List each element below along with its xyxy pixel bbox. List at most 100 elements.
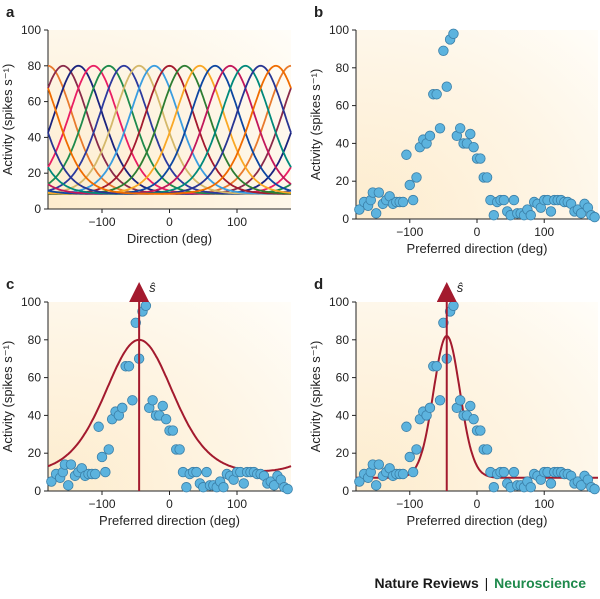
data-point — [268, 480, 280, 491]
y-tick-label: 0 — [34, 202, 41, 216]
data-point — [454, 123, 466, 134]
data-point — [397, 196, 409, 208]
data-point — [488, 482, 500, 493]
data-point — [103, 444, 114, 455]
data-point — [431, 89, 442, 100]
data-point — [488, 210, 500, 221]
x-tick-label: −100 — [88, 497, 115, 511]
data-point — [545, 478, 557, 489]
plot-background — [48, 30, 291, 209]
data-point — [589, 211, 600, 223]
x-tick-label: 100 — [534, 225, 554, 239]
panel-b: b 0 20 40 60 80 100 −100 0 100 Preferred direction… — [308, 4, 600, 256]
data-point — [525, 210, 536, 221]
data-point — [407, 466, 419, 478]
data-point — [123, 361, 135, 372]
data-point — [397, 468, 409, 480]
data-point — [354, 476, 365, 487]
data-point — [63, 480, 74, 491]
panel-letter: a — [6, 4, 15, 21]
y-tick-label: 0 — [342, 484, 349, 498]
estimate-label: ŝ — [149, 280, 156, 295]
journal-section: Neuroscience — [494, 575, 586, 591]
x-tick-label: 0 — [474, 225, 481, 239]
data-point — [373, 187, 385, 198]
data-point — [498, 466, 510, 478]
data-point — [475, 153, 486, 164]
data-point — [424, 130, 436, 142]
y-tick-label: 80 — [28, 333, 42, 347]
data-point — [407, 194, 419, 206]
data-point — [160, 413, 172, 425]
x-axis-label: Preferred direction (deg) — [99, 513, 240, 528]
data-point — [404, 179, 415, 191]
plot-background — [48, 302, 291, 491]
y-tick-label: 40 — [336, 408, 350, 422]
tuning-curve-13 — [47, 64, 292, 195]
x-tick-label: 0 — [166, 497, 173, 511]
panel-d: d 0 20 40 60 80 100 −100 0 100 Preferred direction… — [308, 276, 600, 528]
data-point — [525, 482, 536, 493]
y-axis-label: Activity (spikes s⁻¹) — [308, 69, 323, 181]
footer-separator: | — [484, 575, 489, 591]
x-tick-label: 100 — [534, 497, 554, 511]
x-axis-label: Preferred direction (deg) — [407, 241, 548, 256]
tuning-curve-15 — [47, 64, 292, 195]
y-tick-label: 80 — [28, 59, 42, 73]
y-tick-label: 60 — [28, 95, 42, 109]
data-point — [147, 395, 158, 406]
y-tick-label: 60 — [28, 371, 42, 385]
data-point — [181, 482, 192, 493]
y-tick-label: 80 — [336, 333, 350, 347]
data-point — [589, 483, 600, 495]
data-point — [448, 28, 459, 39]
data-point — [434, 395, 446, 406]
y-axis-label: Activity (spikes s⁻¹) — [0, 64, 15, 176]
data-point — [174, 444, 185, 455]
data-point — [475, 425, 486, 436]
data-point — [191, 466, 202, 478]
data-point — [411, 172, 422, 183]
data-point — [218, 482, 229, 493]
data-point — [370, 208, 382, 219]
y-tick-label: 20 — [336, 174, 350, 188]
data-point — [201, 466, 212, 478]
data-point — [282, 483, 293, 495]
y-tick-label: 20 — [28, 446, 42, 460]
panel-letter: c — [6, 276, 14, 293]
y-tick-label: 100 — [329, 23, 349, 37]
journal-name: Nature Reviews — [374, 575, 479, 591]
y-tick-label: 40 — [28, 130, 42, 144]
y-tick-label: 100 — [21, 23, 41, 37]
data-point — [508, 194, 520, 206]
data-point — [401, 149, 412, 160]
x-axis-label: Direction (deg) — [127, 231, 212, 246]
y-tick-label: 80 — [336, 61, 350, 75]
data-point — [373, 459, 385, 470]
y-axis-label: Activity (spikes s⁻¹) — [308, 341, 323, 453]
data-point — [140, 300, 152, 311]
panel-letter: d — [314, 276, 323, 293]
data-point — [508, 466, 520, 478]
y-axis-label: Activity (spikes s⁻¹) — [0, 341, 15, 453]
data-point — [468, 141, 479, 153]
data-point — [96, 451, 108, 463]
y-tick-label: 40 — [336, 136, 350, 150]
data-point — [65, 459, 77, 470]
data-point — [90, 468, 101, 480]
y-tick-label: 60 — [336, 371, 350, 385]
data-point — [370, 480, 382, 491]
y-tick-label: 40 — [28, 408, 42, 422]
data-point — [93, 421, 104, 432]
data-point — [157, 400, 168, 412]
x-tick-label: −100 — [396, 225, 423, 239]
data-point — [438, 45, 449, 56]
data-point — [167, 425, 179, 436]
estimate-label: ŝ — [457, 280, 464, 295]
y-tick-label: 100 — [21, 295, 41, 309]
x-tick-label: 100 — [227, 215, 247, 229]
data-point — [448, 300, 459, 311]
data-point — [127, 395, 138, 406]
data-point — [545, 206, 557, 217]
data-point — [46, 476, 57, 487]
